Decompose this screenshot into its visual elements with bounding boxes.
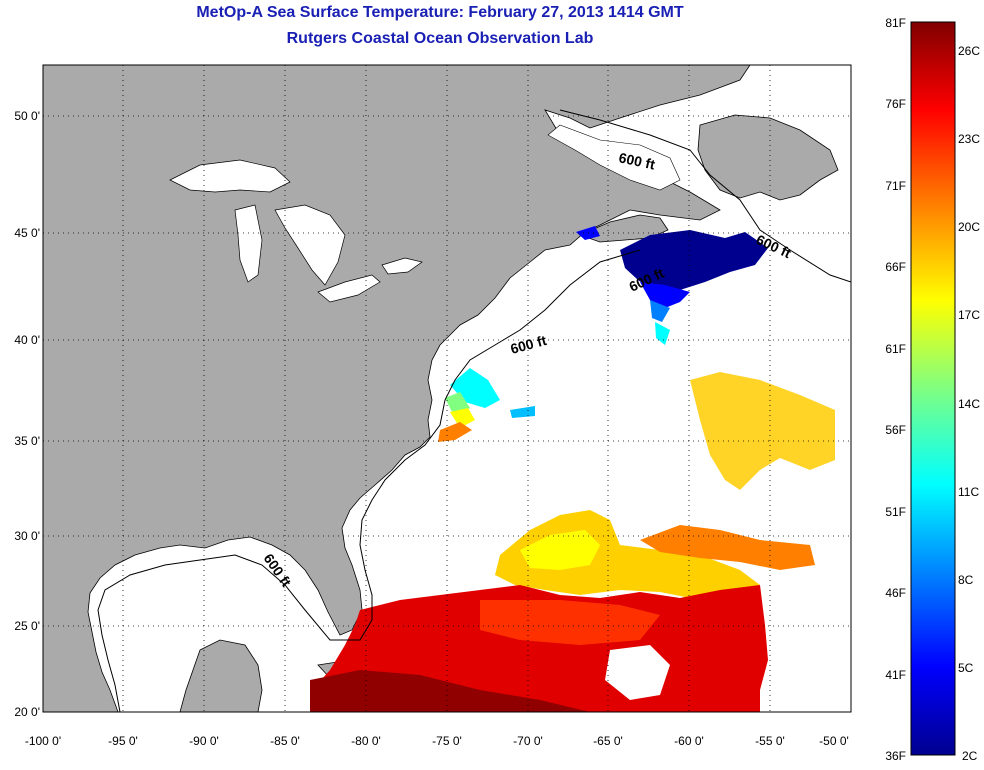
map-subtitle: Rutgers Coastal Ocean Observation Lab: [286, 30, 594, 47]
map-title: MetOp-A Sea Surface Temperature: Februar…: [196, 4, 684, 21]
lat-tick-label: 25 0': [14, 619, 40, 633]
depth-label: 600 ft: [617, 149, 656, 172]
colorbar-f-label: 41F: [885, 668, 906, 682]
latitude-axis: 50 0' 45 0' 40 0' 35 0' 30 0' 25 0' 20 0…: [14, 109, 40, 719]
gulf-st-lawrence: [547, 124, 681, 191]
sst-warm-patch: [310, 585, 768, 712]
colorbar-celsius-labels: 26C 23C 20C 17C 14C 11C 8C 5C 2C: [958, 44, 980, 763]
lon-tick-label: -80 0': [351, 734, 381, 748]
colorbar-c-label: 14C: [958, 397, 980, 411]
colorbar-f-label: 61F: [885, 342, 906, 356]
lat-tick-label: 30 0': [14, 529, 40, 543]
lon-tick-label: -95 0': [108, 734, 138, 748]
yucatan-land: [179, 639, 263, 712]
colorbar-f-label: 36F: [885, 749, 906, 763]
colorbar-f-label: 76F: [885, 97, 906, 111]
lon-tick-label: -85 0': [270, 734, 300, 748]
colorbar-c-label: 8C: [958, 573, 974, 587]
lat-tick-label: 35 0': [14, 434, 40, 448]
newfoundland-land: [697, 114, 839, 201]
colorbar-c-label: 26C: [958, 44, 980, 58]
colorbar-c-label: 2C: [962, 749, 978, 763]
isobath-600ft: [559, 109, 851, 283]
lon-tick-label: -90 0': [189, 734, 219, 748]
lon-tick-label: -60 0': [674, 734, 704, 748]
lon-tick-label: -100 0': [25, 734, 61, 748]
nova-scotia-land: [578, 214, 669, 243]
colorbar-c-label: 5C: [958, 661, 974, 675]
colorbar-f-label: 56F: [885, 423, 906, 437]
colorbar-c-label: 11C: [958, 485, 979, 499]
lat-tick-label: 40 0': [14, 333, 40, 347]
lon-tick-label: -65 0': [593, 734, 623, 748]
colorbar-f-label: 71F: [885, 179, 906, 193]
lat-tick-label: 50 0': [14, 109, 40, 123]
colorbar-fahrenheit-labels: 81F 76F 71F 66F 61F 56F 51F 46F 41F 36F: [885, 16, 906, 763]
lon-tick-label: -75 0': [432, 734, 462, 748]
colorbar-f-label: 81F: [885, 16, 906, 30]
colorbar-f-label: 66F: [885, 260, 906, 274]
isobath-600ft-coast: [97, 249, 641, 712]
map-frame: [42, 64, 852, 713]
sst-cold-patch: [576, 226, 768, 345]
sst-hatteras-patch: [438, 368, 535, 442]
lon-tick-label: -70 0': [513, 734, 543, 748]
colorbar-c-label: 17C: [958, 308, 980, 322]
longitude-axis: -100 0' -95 0' -90 0' -85 0' -80 0' -75 …: [25, 734, 849, 748]
colorbar-f-label: 51F: [885, 505, 906, 519]
sst-mid-patch: [690, 372, 835, 490]
lon-tick-label: -50 0': [819, 734, 849, 748]
colorbar-c-label: 20C: [958, 220, 980, 234]
colorbar-c-label: 23C: [958, 132, 980, 146]
great-lakes: [169, 159, 423, 303]
lat-tick-label: 45 0': [14, 226, 40, 240]
lat-tick-label: 20 0': [14, 705, 40, 719]
colorbar-f-label: 46F: [885, 586, 906, 600]
lon-tick-label: -55 0': [755, 734, 785, 748]
colorbar: [910, 21, 956, 756]
